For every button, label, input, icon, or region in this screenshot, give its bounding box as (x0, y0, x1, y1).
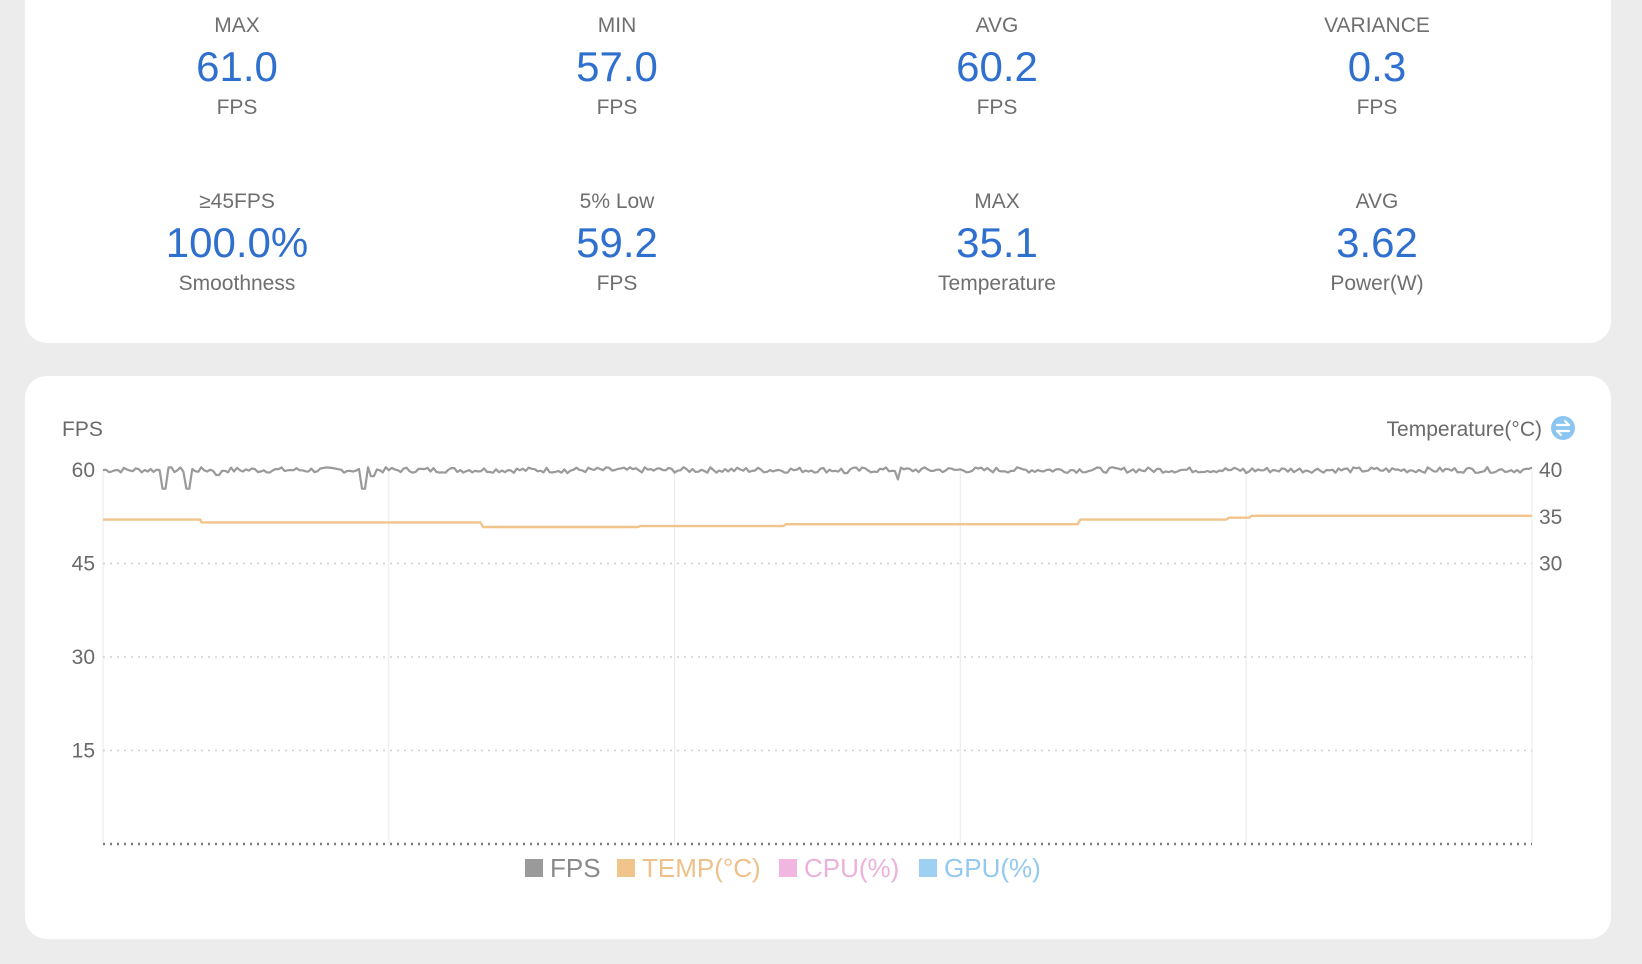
stat-avg-power: AVG 3.62 Power(W) (1187, 190, 1567, 296)
stat-label: MIN (597, 14, 637, 37)
stat-label: AVG (975, 14, 1019, 37)
summary-card: MAX 61.0 FPS MIN 57.0 FPS AVG 60.2 FPS V… (25, 0, 1611, 343)
legend-label: FPS (550, 853, 601, 883)
legend-label: TEMP(°C) (642, 853, 761, 883)
stat-value: 57.0 (576, 43, 658, 90)
stat-label: ≥45FPS (199, 190, 275, 213)
fps-series-line (102, 466, 1533, 490)
stat-value: 0.3 (1347, 43, 1407, 90)
stat-label: MAX (974, 190, 1020, 213)
swap-arrows-icon (1555, 419, 1571, 437)
legend-swatch (779, 859, 797, 877)
stat-max-fps: MAX 61.0 FPS (47, 14, 427, 120)
legend-item[interactable]: CPU(%) (779, 853, 899, 883)
chart-axes: FPS Temperature(°C) 60 45 30 15 40 35 30 (62, 416, 1575, 763)
stat-unit: FPS (216, 96, 258, 119)
stat-value: 100.0% (165, 219, 309, 266)
stat-label: VARIANCE (1324, 14, 1430, 37)
stat-label: MAX (214, 14, 260, 37)
legend-item[interactable]: TEMP(°C) (617, 853, 761, 883)
left-axis-tick-label: 15 (72, 740, 95, 763)
right-axis-tick-label: 40 (1539, 459, 1562, 482)
stat-unit: FPS (596, 96, 638, 119)
swap-axis-icon[interactable] (1551, 416, 1575, 440)
stat-unit: FPS (596, 272, 638, 295)
stat-5pct-low: 5% Low 59.2 FPS (427, 190, 807, 296)
right-axis-title: Temperature(°C) (1387, 418, 1542, 441)
legend-item[interactable]: GPU(%) (919, 853, 1041, 883)
legend-swatch (919, 859, 937, 877)
legend-label: CPU(%) (804, 853, 899, 883)
stat-max-temperature: MAX 35.1 Temperature (807, 190, 1187, 296)
stat-label: 5% Low (579, 190, 655, 213)
legend-item[interactable]: FPS (525, 853, 601, 883)
left-axis-tick-label: 45 (72, 553, 95, 576)
left-axis-title: FPS (62, 418, 103, 441)
swap-axis-icon-bg (1551, 416, 1575, 440)
performance-chart: FPS Temperature(°C) 60 45 30 15 40 35 30 FPS TE… (62, 416, 1575, 883)
stat-value: 35.1 (956, 219, 1038, 266)
stat-unit: Temperature (938, 272, 1056, 295)
chart-card: FPS Temperature(°C) 60 45 30 15 40 35 30 FPS TE… (25, 376, 1611, 939)
stat-value: 3.62 (1336, 219, 1418, 266)
stat-value: 59.2 (576, 219, 658, 266)
stat-value: 61.0 (196, 43, 278, 90)
right-axis-tick-label: 30 (1539, 553, 1562, 576)
legend-label: GPU(%) (944, 853, 1041, 883)
stat-unit: Smoothness (178, 272, 296, 295)
chart-legend[interactable]: FPS TEMP(°C) CPU(%) GPU(%) (525, 853, 1041, 883)
left-axis-tick-label: 60 (72, 459, 95, 482)
stat-variance-fps: VARIANCE 0.3 FPS (1187, 14, 1567, 120)
stat-avg-fps: AVG 60.2 FPS (807, 14, 1187, 120)
stat-label: AVG (1355, 190, 1399, 213)
stat-unit: FPS (1356, 96, 1398, 119)
legend-swatch (525, 859, 543, 877)
right-axis-tick-label: 35 (1539, 506, 1562, 529)
stat-value: 60.2 (956, 43, 1038, 90)
left-axis-tick-label: 30 (72, 646, 95, 669)
stat-min-fps: MIN 57.0 FPS (427, 14, 807, 120)
legend-swatch (617, 859, 635, 877)
stat-smoothness: ≥45FPS 100.0% Smoothness (47, 190, 427, 296)
stat-unit: Power(W) (1330, 272, 1424, 295)
chart-series (102, 466, 1533, 529)
chart-grid (102, 470, 1533, 846)
stat-unit: FPS (976, 96, 1018, 119)
temp-series-line (103, 514, 1532, 529)
